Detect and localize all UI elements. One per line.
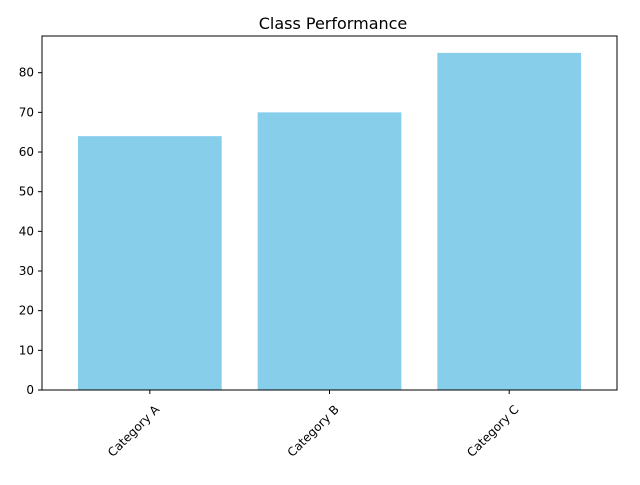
bar-category-a	[77, 136, 222, 390]
plot-frame	[41, 35, 618, 391]
y-tick-label: 70	[19, 105, 34, 119]
y-tick-label: 60	[19, 145, 34, 159]
x-tick-label: Category B	[285, 402, 342, 459]
y-tick-label: 50	[19, 185, 34, 199]
bar-category-b	[257, 112, 402, 391]
y-tick-label: 40	[19, 224, 34, 238]
y-tick-label: 80	[19, 66, 34, 80]
x-tick-label: Category A	[105, 402, 163, 460]
y-tick-label: 10	[19, 343, 34, 357]
x-axis: Category A Category B Category C	[105, 390, 522, 460]
y-tick-label: 20	[19, 304, 34, 318]
bars-group	[77, 52, 582, 391]
chart-title: Class Performance	[259, 14, 408, 33]
bar-category-c	[437, 52, 582, 390]
x-tick-label: Category C	[464, 402, 521, 459]
y-tick-label: 0	[26, 383, 34, 397]
y-axis: 0 10 20 30 40 50 60 70 80	[19, 66, 42, 397]
y-tick-label: 30	[19, 264, 34, 278]
